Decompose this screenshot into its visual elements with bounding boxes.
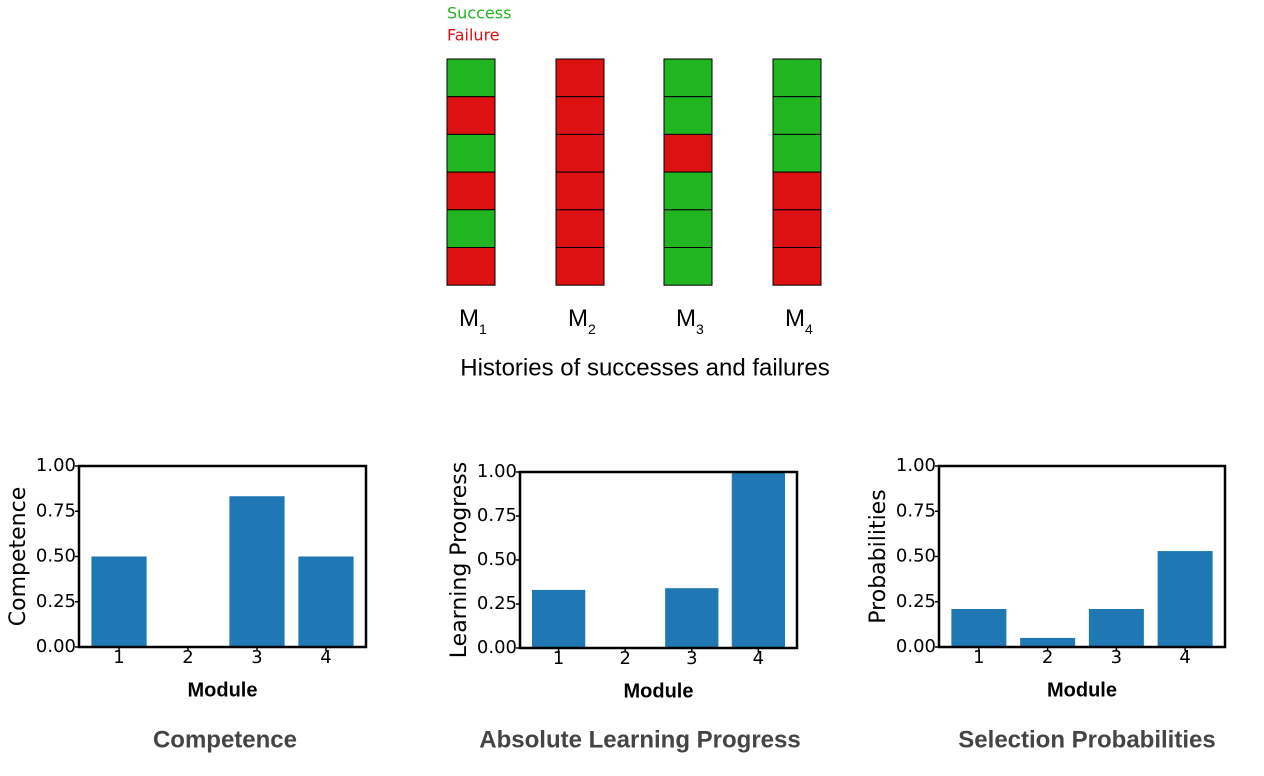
x-tick-label: 2 [1042,647,1053,668]
module-label: M4 [785,305,813,336]
module-subscript: 2 [588,321,596,337]
history-cell [555,247,605,286]
bar [731,472,786,648]
history-cell [663,171,713,211]
module-name: M [568,305,588,332]
history-cell [555,171,605,211]
x-axis-label: Module [624,680,694,702]
x-tick-label: 3 [1111,647,1122,668]
y-tick-label: 1.00 [36,455,76,476]
history-cell [663,96,713,135]
bar [229,496,285,647]
module-label: M3 [676,305,704,336]
history-cell [446,96,496,135]
bar [1020,637,1076,647]
x-tick-label: 1 [113,647,124,668]
history-cell [772,247,822,286]
history-cell [663,247,713,286]
y-tick-label: 0.50 [36,546,76,567]
module-label: M2 [568,305,596,336]
module-name: M [785,305,805,332]
bar [1157,551,1213,647]
x-tick-label: 4 [753,648,764,669]
y-axis-label: Probabilities [866,489,891,623]
history-cell [663,209,713,249]
history-cell [663,133,713,173]
bar [298,556,354,647]
x-tick-label: 4 [1179,647,1190,668]
y-tick-label: 0.25 [477,593,517,614]
x-tick-label: 2 [182,647,193,668]
y-tick-label: 0.75 [896,500,936,521]
bar [665,588,719,648]
bar [531,589,586,648]
y-axis-label: Competence [6,487,31,627]
legend-entry: Failure [447,26,500,45]
history-cell [446,209,496,249]
history-cell [772,209,822,249]
module-name: M [676,305,696,332]
y-tick-label: 0.50 [477,549,517,570]
history-cell [555,133,605,173]
bar [951,608,1007,647]
module-subscript: 3 [696,321,704,337]
y-tick-label: 0.75 [477,505,517,526]
history-cell [446,133,496,173]
x-axis-label: Module [1047,679,1117,701]
history-cell [772,171,822,211]
history-cell [555,96,605,135]
y-tick-label: 0.25 [36,591,76,612]
plot-frame [937,464,1227,649]
module-subscript: 1 [479,321,487,337]
plot-frame [518,470,799,650]
module-name: M [459,305,479,332]
x-tick-label: 2 [619,648,630,669]
bar [1088,608,1144,647]
y-tick-label: 0.00 [896,636,936,657]
history-cell [446,58,496,98]
history-cell [772,133,822,173]
y-tick-label: 0.00 [477,637,517,658]
x-tick-label: 3 [686,648,697,669]
y-axis-label: Learning Progress [447,462,472,658]
y-tick-label: 0.50 [896,546,936,567]
history-cell [772,96,822,135]
y-tick-label: 0.25 [896,591,936,612]
chart-title: Selection Probabilities [958,726,1215,753]
x-axis-label: Module [188,679,258,701]
module-label: M1 [459,305,487,336]
history-cell [446,247,496,286]
chart-title: Absolute Learning Progress [479,726,800,753]
y-tick-label: 1.00 [896,455,936,476]
chart-title: Competence [153,726,297,753]
history-cell [555,209,605,249]
y-tick-label: 0.75 [36,500,76,521]
module-subscript: 4 [805,321,813,337]
history-cell [772,58,822,98]
x-tick-label: 4 [320,647,331,668]
y-tick-label: 0.00 [36,636,76,657]
history-cell [555,58,605,98]
history-cell [663,58,713,98]
history-cell [446,171,496,211]
histories-caption: Histories of successes and failures [460,354,830,381]
x-tick-label: 1 [973,647,984,668]
legend-entry: Success [447,4,511,23]
x-tick-label: 1 [553,648,564,669]
bar [91,556,147,647]
plot-frame [77,464,368,649]
y-tick-label: 1.00 [477,461,517,482]
x-tick-label: 3 [251,647,262,668]
